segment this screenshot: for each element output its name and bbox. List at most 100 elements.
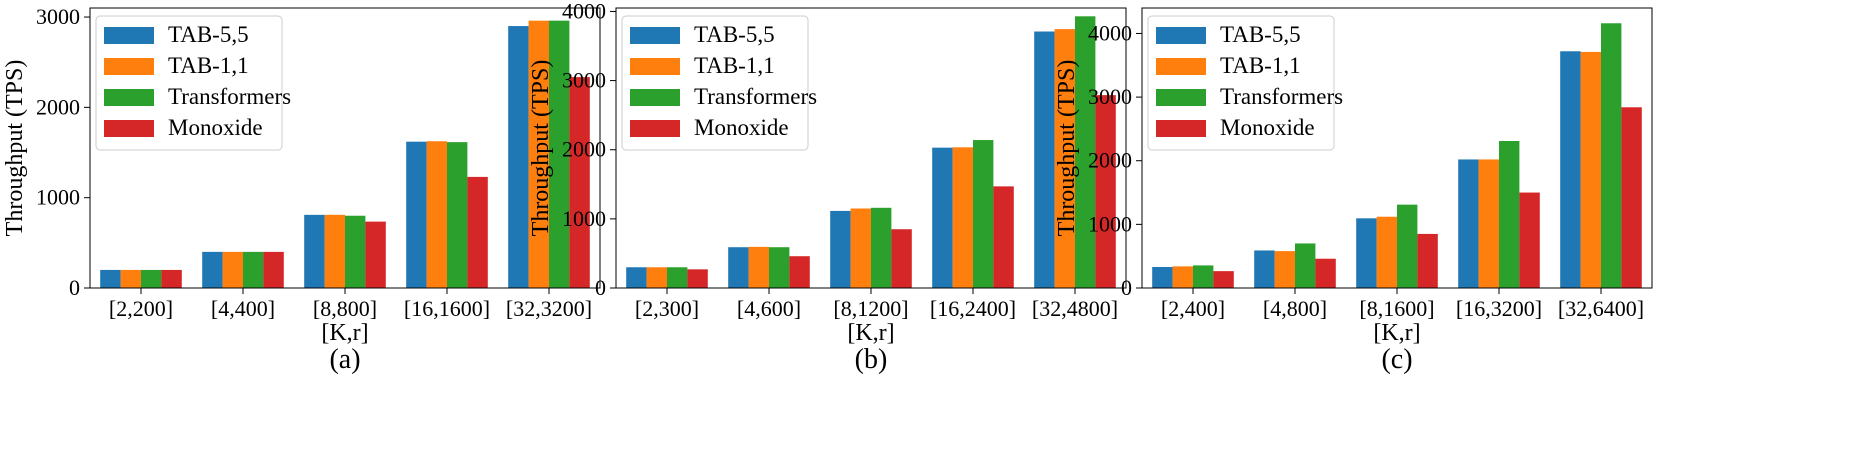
bar-tab-1-1-1 xyxy=(1274,251,1295,288)
y-tick-label: 1000 xyxy=(562,206,606,231)
x-tick-label: [16,1600] xyxy=(404,296,490,321)
bar-tab-1-1-4 xyxy=(528,20,549,289)
bar-tab-5-5-3 xyxy=(1458,159,1479,288)
x-tick-label: [16,2400] xyxy=(930,296,1016,321)
legend-swatch xyxy=(104,120,154,137)
y-tick-label: 3000 xyxy=(1088,84,1132,109)
legend-label: TAB-1,1 xyxy=(168,53,249,78)
legend-box xyxy=(621,15,809,151)
legend-swatch xyxy=(630,27,680,44)
y-axis-label: Throughput (TPS) xyxy=(2,60,28,237)
bar-transformers-2 xyxy=(1397,204,1418,288)
panel-caption: (b) xyxy=(855,344,888,375)
chart-panel-1: 0 1000 2000 3000 [2,200] [4,400] [8,800] [16,16… xyxy=(2,4,601,375)
bar-monoxide-3 xyxy=(467,176,488,288)
x-axis-label: [K,r] xyxy=(847,320,894,346)
bar-monoxide-1 xyxy=(263,251,284,288)
legend-swatch xyxy=(630,89,680,106)
bar-tab-1-1-2 xyxy=(1376,216,1397,288)
legend-label: TAB-5,5 xyxy=(168,22,249,47)
x-tick-label: [2,200] xyxy=(109,296,173,321)
bar-tab-1-1-0 xyxy=(646,267,667,288)
legend-label: Monoxide xyxy=(1220,115,1315,140)
bar-transformers-4 xyxy=(549,20,570,289)
bar-tab-5-5-0 xyxy=(626,267,647,288)
bar-tab-1-1-3 xyxy=(426,141,447,288)
bar-monoxide-1 xyxy=(1315,258,1336,288)
legend-label: TAB-5,5 xyxy=(694,22,775,47)
bar-tab-5-5-3 xyxy=(406,141,427,288)
x-tick-label: [4,800] xyxy=(1263,296,1327,321)
bar-transformers-0 xyxy=(141,269,162,288)
bar-tab-5-5-2 xyxy=(1356,218,1377,288)
bar-transformers-1 xyxy=(769,247,790,288)
legend-swatch xyxy=(104,58,154,75)
bar-transformers-1 xyxy=(1295,243,1316,288)
legend-label: TAB-1,1 xyxy=(1220,53,1301,78)
legend-label: Transformers xyxy=(694,84,817,109)
bar-tab-5-5-1 xyxy=(1254,250,1275,288)
bar-transformers-3 xyxy=(447,142,468,288)
legend-swatch xyxy=(104,89,154,106)
y-tick-label: 2000 xyxy=(562,137,606,162)
y-tick-label: 0 xyxy=(1121,275,1132,300)
bar-transformers-2 xyxy=(871,207,892,288)
x-tick-label: [4,400] xyxy=(211,296,275,321)
bar-monoxide-0 xyxy=(687,269,708,288)
y-axis-label: Throughput (TPS) xyxy=(1054,60,1080,237)
legend-swatch xyxy=(1156,27,1206,44)
legend-swatch xyxy=(1156,89,1206,106)
bar-tab-1-1-3 xyxy=(1478,159,1499,288)
bar-tab-5-5-1 xyxy=(202,251,223,288)
bar-tab-1-1-0 xyxy=(120,269,141,288)
legend-box xyxy=(95,15,283,151)
bar-transformers-2 xyxy=(345,215,366,288)
bar-tab-5-5-2 xyxy=(304,214,325,288)
x-tick-label: [32,4800] xyxy=(1032,296,1118,321)
x-tick-label: [16,3200] xyxy=(1456,296,1542,321)
legend-label: TAB-5,5 xyxy=(1220,22,1301,47)
panel-caption: (a) xyxy=(329,344,360,375)
bar-transformers-3 xyxy=(1499,141,1520,288)
bar-monoxide-0 xyxy=(1213,271,1234,288)
bar-tab-1-1-1 xyxy=(748,246,769,288)
bar-transformers-0 xyxy=(1193,265,1214,288)
bar-monoxide-2 xyxy=(891,229,912,288)
legend-label: Transformers xyxy=(1220,84,1343,109)
x-tick-label: [8,1200] xyxy=(833,296,908,321)
bar-monoxide-2 xyxy=(365,221,386,288)
bar-transformers-3 xyxy=(973,140,994,288)
y-tick-label: 1000 xyxy=(36,185,80,210)
x-tick-label: [8,800] xyxy=(313,296,377,321)
legend-swatch xyxy=(630,58,680,75)
bar-tab-5-5-2 xyxy=(830,210,851,288)
bar-tab-1-1-3 xyxy=(952,147,973,288)
y-tick-label: 4000 xyxy=(562,0,606,23)
legend-label: Monoxide xyxy=(694,115,789,140)
bar-tab-1-1-2 xyxy=(324,214,345,288)
bar-transformers-1 xyxy=(243,251,264,288)
x-tick-label: [8,1600] xyxy=(1359,296,1434,321)
bar-tab-1-1-4 xyxy=(1054,29,1075,289)
legend-label: Monoxide xyxy=(168,115,263,140)
y-tick-label: 1000 xyxy=(1088,211,1132,236)
bar-tab-5-5-4 xyxy=(508,26,529,289)
bar-tab-1-1-0 xyxy=(1172,266,1193,288)
y-tick-label: 3000 xyxy=(36,4,80,29)
y-tick-label: 4000 xyxy=(1088,20,1132,45)
panel-caption: (c) xyxy=(1381,344,1412,375)
x-tick-label: [2,300] xyxy=(635,296,699,321)
legend-swatch xyxy=(630,120,680,137)
bar-tab-5-5-0 xyxy=(1152,267,1173,288)
bar-monoxide-2 xyxy=(1417,233,1438,288)
bar-monoxide-4 xyxy=(1095,95,1116,288)
legend-label: Transformers xyxy=(168,84,291,109)
bar-transformers-4 xyxy=(1601,23,1622,289)
bar-transformers-0 xyxy=(667,267,688,288)
y-tick-label: 2000 xyxy=(1088,148,1132,173)
y-tick-label: 2000 xyxy=(36,94,80,119)
x-tick-label: [32,6400] xyxy=(1558,296,1644,321)
x-tick-label: [4,600] xyxy=(737,296,801,321)
